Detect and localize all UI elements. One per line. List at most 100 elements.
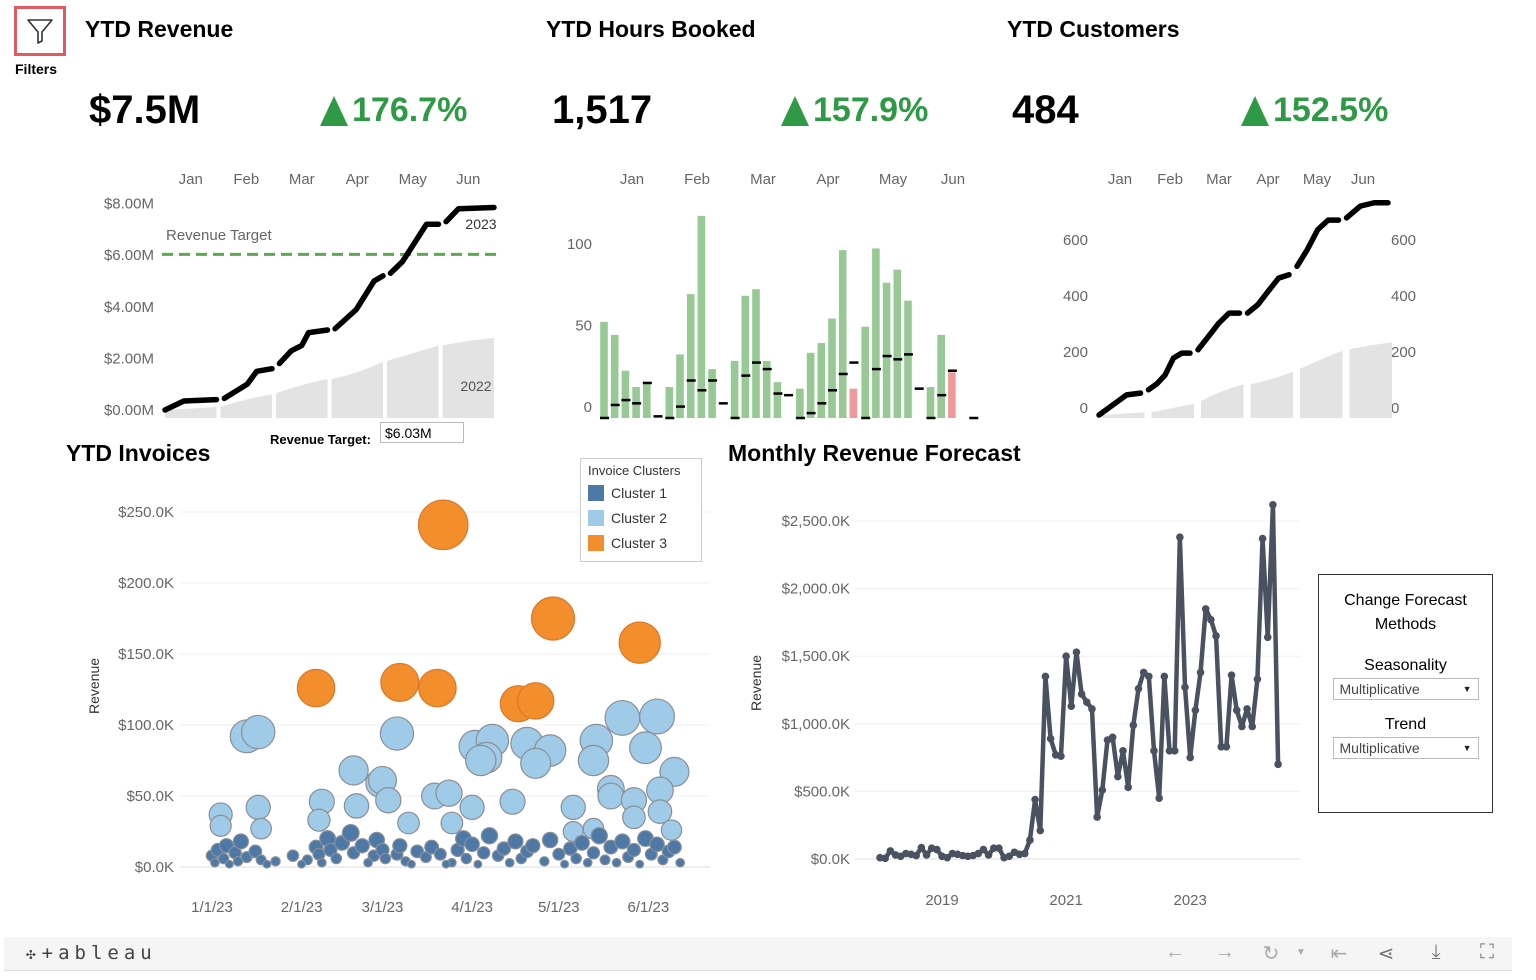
revert-to-start-icon[interactable]: ⇤ xyxy=(1330,943,1348,965)
revert-dropdown-icon[interactable]: ▼ xyxy=(1296,947,1306,958)
y-tick-label: $100.0K xyxy=(118,717,174,734)
legend-swatch xyxy=(588,509,604,526)
y-tick-label: $500.0K xyxy=(794,783,850,800)
y-tick-label-left: 0 xyxy=(1080,400,1088,417)
invoice-point-cluster-1 xyxy=(599,854,611,866)
y-tick-label: $2.00M xyxy=(104,350,154,367)
invoice-point-cluster-2 xyxy=(520,747,552,779)
tableau-cross-icon: ✣ xyxy=(26,943,36,963)
invoice-point-cluster-2 xyxy=(577,744,610,777)
y-tick-label: $4.00M xyxy=(104,299,154,316)
forecast-point xyxy=(1238,722,1246,731)
hours-bar xyxy=(610,334,619,418)
hours-bar xyxy=(741,295,750,418)
legend-item-cluster-2[interactable]: Cluster 2 xyxy=(581,505,701,530)
y-tick-label: $50.0K xyxy=(126,788,174,805)
forecast-point xyxy=(984,851,993,859)
seasonality-dropdown[interactable]: Multiplicative ▼ xyxy=(1332,678,1479,700)
revert-icon[interactable]: ↻ xyxy=(1262,943,1280,965)
legend-item-cluster-3[interactable]: Cluster 3 xyxy=(581,530,701,555)
trend-value: Multiplicative xyxy=(1339,740,1420,756)
forecast-point xyxy=(1114,772,1122,781)
legend-item-cluster-1[interactable]: Cluster 1 xyxy=(581,480,701,505)
kpi-value-hours: 1,517 xyxy=(552,88,653,132)
forecast-point xyxy=(1020,849,1029,858)
invoice-point-cluster-1 xyxy=(573,834,590,851)
x-tick-label: 3/1/23 xyxy=(362,899,404,916)
forecast-point xyxy=(1243,705,1251,713)
forecast-point xyxy=(1196,668,1205,677)
forecast-controls-title: Change Forecast Methods xyxy=(1344,592,1467,633)
invoice-point-cluster-3 xyxy=(530,596,576,641)
y-tick-label: $150.0K xyxy=(118,646,174,663)
month-label: Jan xyxy=(1108,171,1132,188)
revenue-target-input[interactable]: $6.03M xyxy=(380,422,464,443)
y-tick-label-left: 600 xyxy=(1063,232,1088,249)
redo-icon[interactable]: → xyxy=(1215,941,1235,963)
customers-2023-line xyxy=(1195,310,1243,353)
month-label: Jun xyxy=(941,171,965,188)
kpi-change-customers: 152.5% xyxy=(1241,91,1388,130)
y-tick-label: $2,000.0K xyxy=(782,581,850,598)
hours-bar xyxy=(676,354,684,418)
forecast-point xyxy=(1005,852,1014,861)
invoice-point-cluster-3 xyxy=(417,499,469,551)
y-tick-label: $0.00M xyxy=(104,402,154,419)
forecast-point xyxy=(1176,533,1184,542)
invoice-point-cluster-3 xyxy=(380,662,420,702)
customers-2023-line xyxy=(1145,350,1193,393)
x-tick-label: 5/1/23 xyxy=(538,899,580,916)
undo-icon[interactable]: ← xyxy=(1165,941,1185,963)
hours-bar xyxy=(708,369,716,418)
legend-swatch xyxy=(588,534,604,551)
forecast-point xyxy=(1181,683,1189,692)
hours-bar xyxy=(937,334,945,418)
invoice-point-cluster-3 xyxy=(296,668,336,708)
forecast-point xyxy=(886,847,895,855)
invoice-point-cluster-2 xyxy=(622,805,646,830)
invoice-point-cluster-1 xyxy=(316,857,327,868)
kpi-title-customers: YTD Customers xyxy=(1007,16,1180,42)
forecast-point xyxy=(1160,672,1169,681)
invoice-point-cluster-2 xyxy=(435,779,463,807)
x-tick-label: 4/1/23 xyxy=(451,899,493,916)
filters-button[interactable] xyxy=(14,6,66,56)
month-label: Apr xyxy=(346,171,369,188)
prior-year-label: 2022 xyxy=(460,378,491,394)
invoice-clusters-legend: Invoice Clusters Cluster 1 Cluster 2 Clu… xyxy=(580,458,702,562)
tableau-logo-text: +ableau xyxy=(41,942,157,964)
forecast-point xyxy=(1057,752,1065,761)
invoice-point-cluster-2 xyxy=(629,731,662,765)
tableau-logo: ✣ +ableau xyxy=(26,942,157,964)
invoice-point-cluster-1 xyxy=(379,852,392,865)
month-label: May xyxy=(1303,171,1332,188)
month-label: Feb xyxy=(1157,171,1183,188)
invoice-point-cluster-2 xyxy=(440,811,464,835)
forecast-point xyxy=(1067,702,1076,711)
forecast-point xyxy=(1263,633,1272,642)
y-tick-label-left: 400 xyxy=(1063,288,1088,305)
customers-2023-line xyxy=(1343,200,1391,221)
fullscreen-icon[interactable]: ⛶ xyxy=(1480,941,1494,963)
month-label: Jan xyxy=(179,171,203,188)
forecast-point xyxy=(1108,733,1117,742)
forecast-point xyxy=(1150,747,1158,755)
forecast-point xyxy=(1227,671,1236,679)
forecast-point xyxy=(1258,534,1267,543)
invoice-point-cluster-1 xyxy=(614,833,631,850)
download-icon[interactable]: ⤓ xyxy=(1431,941,1441,963)
trend-dropdown[interactable]: Multiplicative ▼ xyxy=(1332,737,1479,759)
invoice-point-cluster-1 xyxy=(611,857,622,868)
y-tick-label-left: 200 xyxy=(1063,344,1088,361)
kpi-value-customers: 484 xyxy=(1012,88,1079,132)
forecast-point xyxy=(1155,794,1163,802)
invoice-point-cluster-2 xyxy=(307,808,331,832)
invoice-point-cluster-2 xyxy=(240,714,276,750)
invoice-point-cluster-1 xyxy=(666,839,682,855)
invoice-point-cluster-2 xyxy=(375,787,402,814)
invoice-point-cluster-1 xyxy=(480,827,499,845)
y-tick-label: $1,000.0K xyxy=(782,716,850,733)
share-icon[interactable]: ⋖ xyxy=(1377,943,1395,965)
invoice-point-cluster-2 xyxy=(660,819,683,841)
legend-label: Cluster 3 xyxy=(611,534,668,551)
